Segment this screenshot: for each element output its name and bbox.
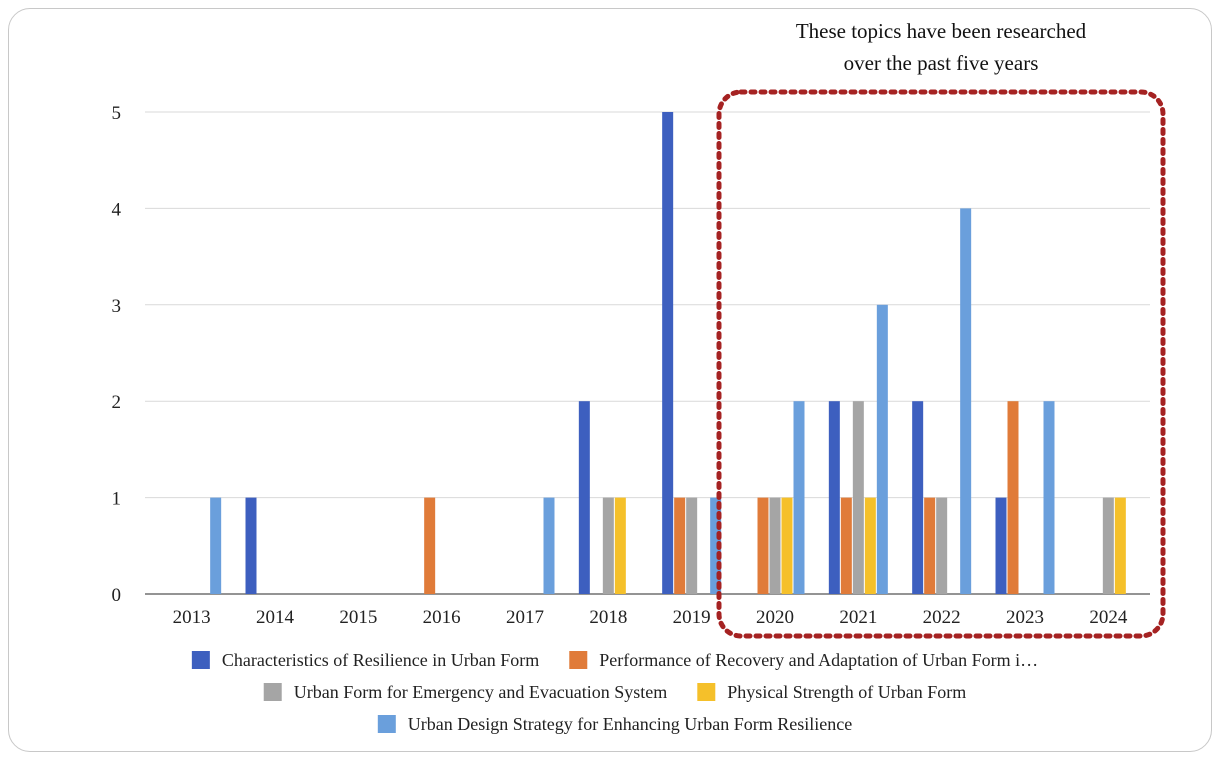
bar-physical-strength-of-urban-form-2018 [614, 497, 626, 594]
bar-urban-design-strategy-for-enhancing-urban-form-resilience-2019 [710, 497, 722, 594]
bar-urban-form-for-emergency-and-evacuation-system-2022 [936, 497, 948, 594]
y-tick-label: 0 [112, 585, 122, 606]
legend-swatch-urban-form-for-emergency-and-evacuation-system [263, 683, 282, 701]
legend-label-physical-strength-of-urban-form: Physical Strength of Urban Form [727, 682, 966, 702]
y-tick-label: 3 [112, 296, 122, 317]
annotation-line-1: These topics have been researched [796, 19, 1087, 43]
bar-characteristics-of-resilience-in-urban-form-2023 [995, 497, 1007, 594]
legend-label-characteristics-of-resilience-in-urban-form: Characteristics of Resilience in Urban F… [222, 650, 539, 670]
bar-characteristics-of-resilience-in-urban-form-2019 [662, 112, 674, 594]
bar-performance-of-recovery-and-adaptation-of-urban-form-i-2021 [840, 497, 852, 594]
bar-characteristics-of-resilience-in-urban-form-2021 [828, 401, 840, 594]
x-axis-ticks: 2013 2014 2015 2016 2017 2018 2019 2020 2021 2022… [173, 607, 1128, 628]
bar-urban-design-strategy-for-enhancing-urban-form-resilience-2023 [1043, 401, 1055, 594]
legend-label-urban-form-for-emergency-and-evacuation-system: Urban Form for Emergency and Evacuation … [294, 682, 668, 702]
annotation-line-2: over the past five years [844, 51, 1039, 75]
highlight-box [716, 89, 1166, 639]
chart-card [8, 8, 1212, 752]
bar-urban-design-strategy-for-enhancing-urban-form-resilience-2017 [543, 497, 555, 594]
legend-swatch-physical-strength-of-urban-form [697, 683, 716, 701]
bar-urban-form-for-emergency-and-evacuation-system-2021 [852, 401, 864, 594]
y-tick-label: 1 [112, 489, 122, 510]
x-tick-label: 2020 [756, 607, 794, 628]
y-tick-label: 2 [112, 392, 122, 413]
y-axis-ticks: 0 1 2 3 4 5 [112, 103, 122, 606]
bar-urban-form-for-emergency-and-evacuation-system-2018 [602, 497, 614, 594]
x-tick-label: 2018 [589, 607, 627, 628]
x-tick-label: 2019 [673, 607, 711, 628]
bar-urban-design-strategy-for-enhancing-urban-form-resilience-2021 [876, 304, 888, 594]
bar-characteristics-of-resilience-in-urban-form-2022 [912, 401, 924, 594]
x-tick-label: 2023 [1006, 607, 1044, 628]
bar-performance-of-recovery-and-adaptation-of-urban-form-i-2020 [757, 497, 769, 594]
y-tick-label: 4 [112, 199, 122, 220]
bar-characteristics-of-resilience-in-urban-form-2014 [245, 497, 257, 594]
bar-physical-strength-of-urban-form-2021 [864, 497, 876, 594]
x-tick-label: 2016 [423, 607, 461, 628]
bar-urban-form-for-emergency-and-evacuation-system-2019 [686, 497, 698, 594]
legend-swatch-performance-of-recovery-and-adaptation-of-urban-form-i [569, 651, 588, 669]
x-tick-label: 2017 [506, 607, 544, 628]
bar-urban-design-strategy-for-enhancing-urban-form-resilience-2013 [210, 497, 222, 594]
x-tick-label: 2021 [839, 607, 877, 628]
bar-urban-design-strategy-for-enhancing-urban-form-resilience-2020 [793, 401, 805, 594]
gridlines [145, 111, 1150, 595]
x-tick-label: 2014 [256, 607, 295, 628]
bar-urban-form-for-emergency-and-evacuation-system-2024 [1102, 497, 1114, 594]
legend-label-urban-design-strategy-for-enhancing-urban-form-resilience: Urban Design Strategy for Enhancing Urba… [408, 714, 852, 734]
bar-urban-design-strategy-for-enhancing-urban-form-resilience-2022 [960, 208, 972, 594]
bar-characteristics-of-resilience-in-urban-form-2018 [578, 401, 590, 594]
legend: Characteristics of Resilience in Urban F… [191, 650, 1038, 734]
bar-physical-strength-of-urban-form-2024 [1114, 497, 1126, 594]
bars [210, 112, 1126, 594]
highlight-region: These topics have been researched over t… [716, 19, 1166, 639]
y-tick-label: 5 [112, 103, 122, 124]
x-tick-label: 2024 [1089, 607, 1128, 628]
legend-swatch-urban-design-strategy-for-enhancing-urban-form-resilience [377, 715, 396, 733]
legend-swatch-characteristics-of-resilience-in-urban-form [191, 651, 210, 669]
bar-performance-of-recovery-and-adaptation-of-urban-form-i-2016 [424, 497, 436, 594]
legend-label-performance-of-recovery-and-adaptation-of-urban-form-i: Performance of Recovery and Adaptation o… [599, 650, 1038, 670]
bar-performance-of-recovery-and-adaptation-of-urban-form-i-2019 [674, 497, 686, 594]
bar-performance-of-recovery-and-adaptation-of-urban-form-i-2022 [924, 497, 936, 594]
bar-physical-strength-of-urban-form-2020 [781, 497, 793, 594]
bar-performance-of-recovery-and-adaptation-of-urban-form-i-2023 [1007, 401, 1019, 594]
x-tick-label: 2013 [173, 607, 211, 628]
x-tick-label: 2015 [339, 607, 377, 628]
bar-urban-form-for-emergency-and-evacuation-system-2020 [769, 497, 781, 594]
x-tick-label: 2022 [923, 607, 961, 628]
